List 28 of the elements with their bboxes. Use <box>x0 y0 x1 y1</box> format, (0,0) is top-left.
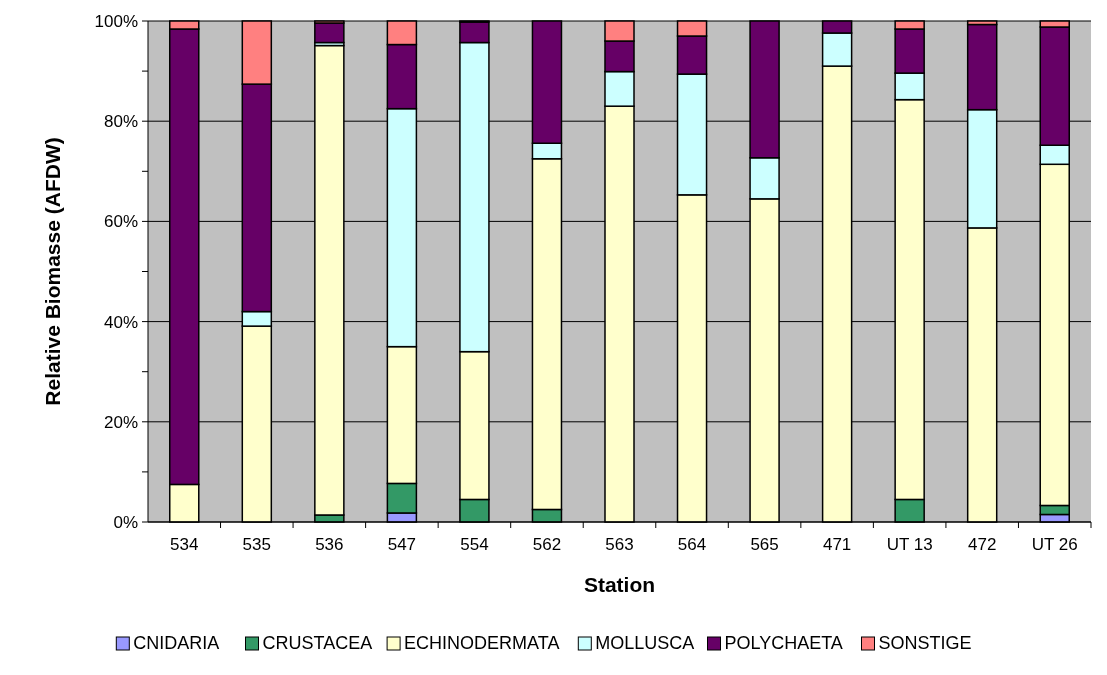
x-tick-label: 535 <box>242 535 271 554</box>
y-tick-label: 80% <box>103 112 138 132</box>
x-tick-label: 472 <box>968 535 997 554</box>
x-tick-label: 563 <box>605 535 634 554</box>
y-tick-label: 0% <box>113 512 138 532</box>
legend-label: ECHINODERMATA <box>404 633 560 653</box>
legend-label: CNIDARIA <box>133 633 220 653</box>
y-axis-title: Relative Biomasse (AFDW) <box>41 137 64 406</box>
y-tick-label: 60% <box>103 212 138 232</box>
y-tick-label: 100% <box>94 11 138 31</box>
legend-label: SONSTIGE <box>878 633 972 653</box>
x-tick-label: 562 <box>532 535 562 554</box>
x-tick-label: 564 <box>677 535 707 554</box>
legend-label: MOLLUSCA <box>595 633 695 653</box>
x-tick-label: 471 <box>822 535 852 554</box>
x-tick-label: 554 <box>460 535 489 554</box>
y-tick-label: 40% <box>103 312 138 332</box>
x-tick-label: 534 <box>170 535 199 554</box>
y-tick-label: 20% <box>103 412 138 432</box>
x-axis-title: Station <box>583 573 656 596</box>
x-tick-label: 536 <box>315 535 344 554</box>
x-tick-label: UT 13 <box>886 535 933 554</box>
x-tick-label: 565 <box>750 535 779 554</box>
legend-label: CRUSTACEA <box>262 633 373 653</box>
legend-label: POLYCHAETA <box>724 633 843 653</box>
bar <box>314 22 345 44</box>
x-tick-label: UT 26 <box>1031 535 1078 554</box>
x-tick-label: 547 <box>387 535 417 554</box>
